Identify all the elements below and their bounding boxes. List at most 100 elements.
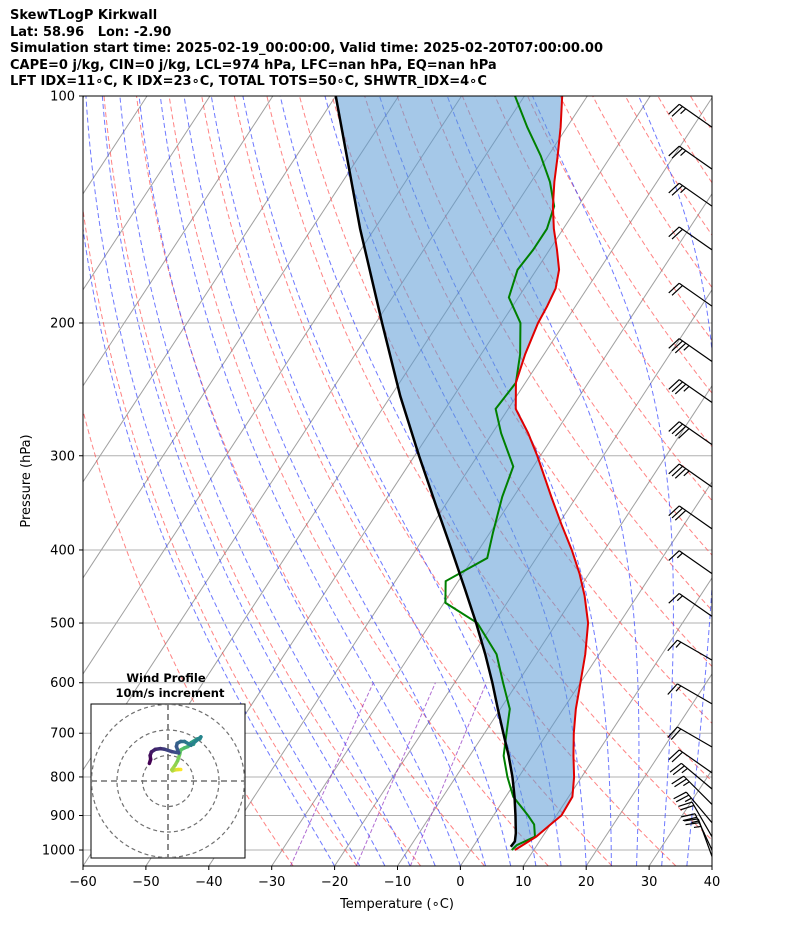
wind-barb	[678, 801, 713, 837]
wind-barb	[668, 421, 713, 446]
dry-adiabat	[136, 96, 485, 866]
moist-adiabat	[532, 96, 674, 866]
moist-adiabat	[85, 96, 361, 866]
hodograph-segment	[147, 757, 153, 766]
wind-barb	[684, 818, 713, 857]
wind-barb	[681, 813, 713, 851]
wind-barb	[668, 103, 713, 128]
dry-adiabat	[788, 96, 794, 866]
isotherm-line	[83, 96, 400, 579]
moist-adiabat	[446, 96, 640, 866]
wind-barb	[673, 791, 713, 824]
dry-adiabat	[756, 96, 794, 866]
x-tick-label: −50	[132, 875, 159, 890]
wind-barb	[668, 145, 713, 170]
x-tick-label: 30	[641, 875, 658, 890]
stability-indices-line: CAPE=0 j/kg, CIN=0 j/kg, LCL=974 hPa, LF…	[10, 57, 497, 73]
wind-barbs	[667, 103, 713, 857]
dry-adiabat	[494, 96, 712, 448]
isotherm-line	[585, 673, 712, 866]
chart-title: SkewTLogP Kirkwall	[10, 8, 158, 23]
dry-adiabat	[689, 96, 712, 132]
hodograph-segment	[189, 735, 203, 748]
moist-adiabat	[83, 225, 336, 866]
hodograph-subtitle: 10m/s increment	[116, 686, 225, 700]
mixing-ratio-line	[409, 682, 487, 866]
wind-barb	[667, 639, 713, 661]
x-tick-label: −40	[195, 875, 222, 890]
isotherm-line	[83, 96, 211, 291]
x-tick-label: 40	[704, 875, 721, 890]
isotherm-line	[83, 96, 337, 483]
moist-adiabat	[183, 96, 487, 866]
dry-adiabat	[103, 96, 422, 866]
dewpoint-profile	[444, 96, 556, 851]
wind-barb	[668, 463, 713, 488]
wind-barb	[668, 379, 713, 404]
location-line: Lat: 58.96 Lon: -2.90	[10, 24, 172, 40]
dry-adiabat	[527, 96, 712, 394]
x-axis-label: Temperature (∘C)	[339, 897, 454, 912]
moist-adiabat	[210, 96, 512, 866]
isotherm-line	[334, 288, 712, 866]
dry-adiabat	[723, 96, 794, 866]
mixing-ratio-line	[355, 682, 436, 866]
y-tick-label: 400	[50, 543, 75, 558]
hodograph-title: Wind Profile	[126, 671, 206, 685]
dry-adiabat	[624, 96, 712, 236]
x-tick-label: 10	[515, 875, 532, 890]
wind-barb	[668, 592, 713, 617]
sounding-curves	[334, 96, 590, 851]
wind-barb	[671, 775, 713, 805]
x-tick-label: −20	[321, 875, 348, 890]
chart-header: SkewTLogP Kirkwall Lat: 58.96 Lon: -2.90…	[10, 8, 603, 91]
isotherm-line	[648, 769, 712, 866]
y-axis-label: Pressure (hPa)	[19, 434, 34, 527]
dry-adiabat	[201, 96, 613, 866]
dry-adiabat	[592, 96, 712, 289]
wind-barb	[668, 505, 713, 530]
isotherm-line	[83, 96, 85, 99]
y-tick-label: 1000	[42, 844, 75, 859]
y-tick-label: 200	[50, 316, 75, 331]
wind-barb	[668, 282, 713, 307]
wind-barb	[668, 226, 713, 251]
lifted-index-line: LFT IDX=11∘C, K IDX=23∘C, TOTAL TOTS=50∘…	[10, 74, 487, 89]
y-tick-label: 800	[50, 770, 75, 785]
wind-barb	[668, 338, 713, 363]
dry-adiabat	[266, 96, 712, 841]
x-tick-label: −30	[258, 875, 285, 890]
x-tick-label: 20	[578, 875, 595, 890]
moist-adiabat	[101, 96, 386, 866]
moist-adiabat	[159, 96, 461, 866]
wind-barb	[667, 683, 713, 705]
moist-adiabat	[737, 96, 794, 866]
moist-adiabat	[242, 96, 537, 866]
isotherm-line	[83, 96, 274, 387]
y-tick-label: 700	[50, 727, 75, 742]
cape-cin-shading	[335, 96, 589, 851]
hodograph-inset: Wind Profile 10m/s increment	[90, 671, 246, 859]
wind-barb	[668, 550, 713, 575]
y-tick-label: 900	[50, 809, 75, 824]
wind-barb	[669, 762, 713, 790]
moist-adiabat	[119, 96, 411, 866]
parcel-profile	[334, 96, 518, 848]
y-tick-label: 300	[50, 449, 75, 464]
wind-barb	[667, 726, 713, 748]
wind-barb	[668, 182, 713, 207]
x-tick-label: −10	[384, 875, 411, 890]
dry-adiabat	[559, 96, 712, 341]
simulation-time-line: Simulation start time: 2025-02-19_00:00:…	[10, 41, 603, 56]
y-tick-label: 500	[50, 617, 75, 632]
mixing-ratio-line	[290, 682, 374, 866]
dry-adiabat	[83, 206, 358, 866]
y-tick-label: 600	[50, 676, 75, 691]
moist-adiabat	[711, 861, 712, 866]
cin-shading	[335, 96, 589, 851]
wind-barb	[668, 749, 713, 774]
x-tick-label: 0	[456, 875, 464, 890]
x-tick-label: −60	[69, 875, 96, 890]
